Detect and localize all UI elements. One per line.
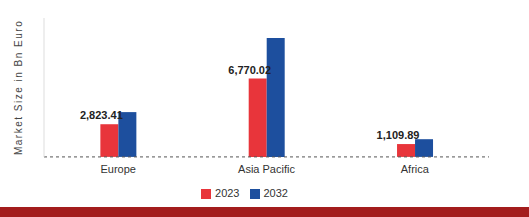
svg-text:2,823.41: 2,823.41 — [80, 109, 123, 121]
svg-text:6,770.02: 6,770.02 — [228, 64, 271, 76]
svg-text:Market Size in Bn Euro: Market Size in Bn Euro — [13, 20, 24, 155]
svg-text:1,109.89: 1,109.89 — [377, 129, 420, 141]
html-text:2032: 2032 — [263, 186, 288, 199]
svg-text:Asia Pacific: Asia Pacific — [238, 163, 295, 175]
svg-text:Africa: Africa — [401, 163, 430, 175]
svg-text:Europe: Europe — [100, 163, 135, 175]
html-text:2023: 2023 — [215, 186, 240, 199]
